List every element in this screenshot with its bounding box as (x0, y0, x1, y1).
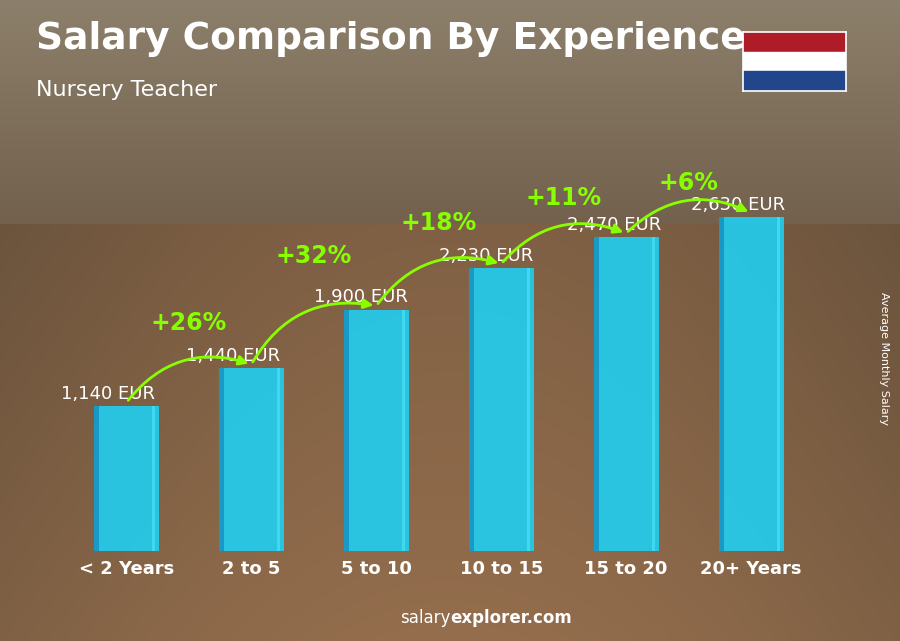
Bar (344, 310, 349, 551)
Bar (718, 217, 724, 551)
Bar (594, 237, 598, 551)
Bar (94, 406, 99, 551)
Bar (469, 268, 473, 551)
Bar (742, 71, 846, 91)
Bar (344, 310, 409, 551)
Text: salary: salary (400, 609, 450, 627)
Bar (742, 52, 846, 71)
Text: 2,230 EUR: 2,230 EUR (439, 247, 534, 265)
Text: +18%: +18% (400, 211, 477, 235)
Bar (94, 406, 159, 551)
Bar (652, 237, 655, 551)
Text: 1,140 EUR: 1,140 EUR (60, 385, 155, 403)
Bar (219, 368, 284, 551)
Text: 2,470 EUR: 2,470 EUR (566, 216, 661, 234)
Text: 2,630 EUR: 2,630 EUR (691, 196, 786, 213)
Bar (277, 368, 281, 551)
Bar (594, 237, 659, 551)
Text: +32%: +32% (275, 244, 352, 268)
Bar (742, 32, 846, 52)
Bar (718, 217, 784, 551)
Bar (219, 368, 224, 551)
Bar (527, 268, 530, 551)
Text: 1,440 EUR: 1,440 EUR (185, 347, 280, 365)
Bar (402, 310, 405, 551)
Text: +26%: +26% (151, 311, 227, 335)
Text: explorer.com: explorer.com (450, 609, 572, 627)
Text: Salary Comparison By Experience: Salary Comparison By Experience (36, 21, 746, 56)
Text: Average Monthly Salary: Average Monthly Salary (878, 292, 889, 426)
Text: 1,900 EUR: 1,900 EUR (314, 288, 409, 306)
Bar (777, 217, 780, 551)
Bar (469, 268, 534, 551)
Bar (152, 406, 156, 551)
Text: +11%: +11% (526, 187, 602, 210)
Text: Nursery Teacher: Nursery Teacher (36, 80, 217, 100)
Text: +6%: +6% (659, 171, 718, 196)
